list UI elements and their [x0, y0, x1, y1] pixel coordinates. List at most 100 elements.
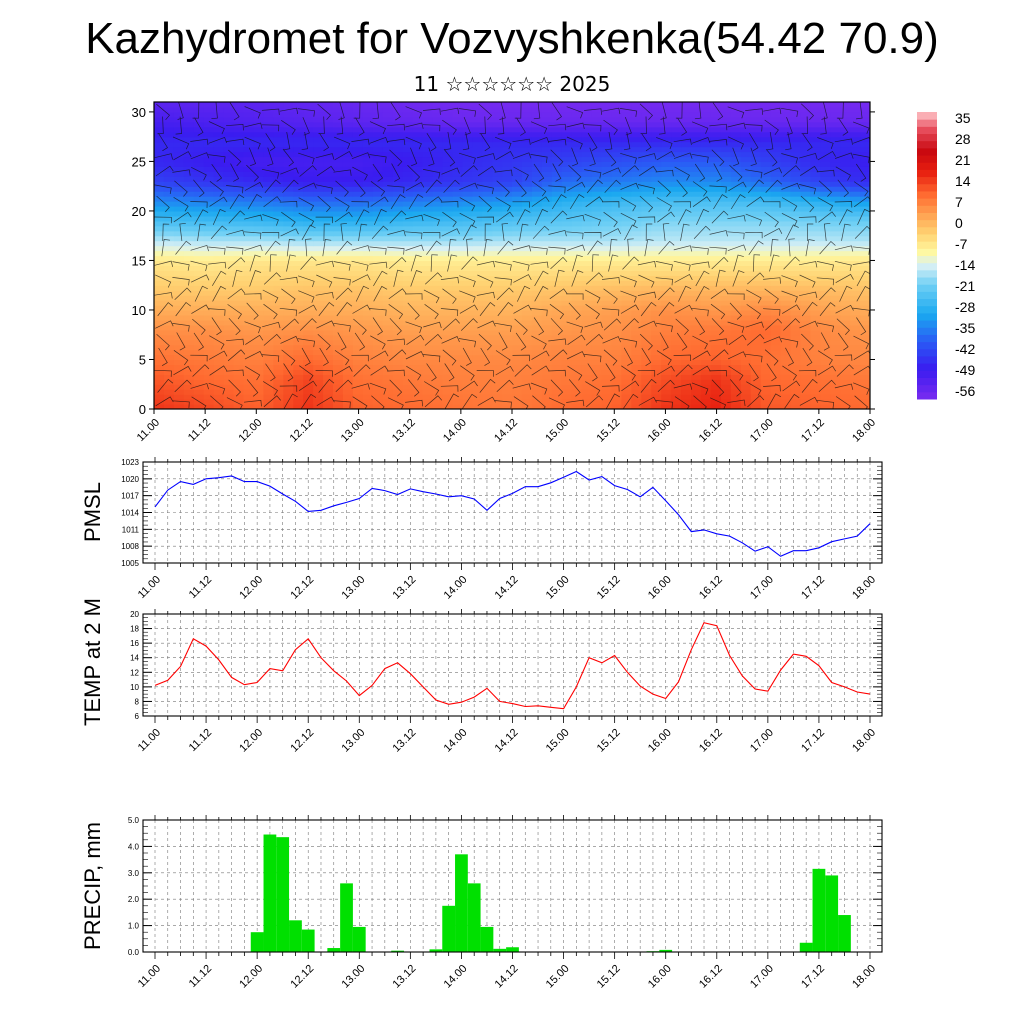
- wind-barb: [710, 288, 729, 299]
- heatmap-cell: [760, 324, 772, 331]
- heatmap-cell: [452, 394, 463, 400]
- heatmap-cell: [432, 116, 443, 123]
- heatmap-cell: [631, 290, 642, 296]
- heatmap-cell: [502, 245, 513, 252]
- heatmap-cell: [442, 404, 453, 409]
- heatmap-cell: [661, 131, 672, 138]
- heatmap-cell: [402, 359, 414, 366]
- wind-barb: [637, 291, 657, 299]
- heatmap-cell: [730, 205, 742, 212]
- heatmap-cell: [800, 106, 811, 113]
- heatmap-cell: [651, 245, 662, 252]
- heatmap-cell: [502, 285, 513, 291]
- heatmap-cell: [631, 121, 642, 128]
- heatmap-cell: [472, 176, 483, 182]
- heatmap-cell: [422, 210, 434, 217]
- heatmap-cell: [541, 324, 553, 331]
- heatmap-cell: [472, 309, 483, 316]
- heatmap-cell: [840, 255, 851, 262]
- wind-barb: [286, 254, 296, 272]
- heatmap-cell: [412, 102, 424, 108]
- heatmap-cell: [432, 210, 443, 217]
- wind-barb: [674, 274, 693, 283]
- heatmap-cell: [352, 349, 364, 356]
- heatmap-cell: [402, 176, 414, 182]
- heatmap-cell: [710, 404, 722, 409]
- heatmap-cell: [631, 319, 642, 326]
- heatmap-cell: [860, 131, 870, 138]
- heatmap-cell: [382, 339, 394, 346]
- heatmap-cell: [203, 290, 215, 296]
- heatmap-cell: [860, 121, 870, 128]
- heatmap-cell: [273, 379, 284, 385]
- wind-barb: [426, 240, 442, 255]
- heatmap-cell: [482, 111, 493, 118]
- heatmap-cell: [352, 151, 364, 158]
- heatmap-cell: [691, 324, 702, 331]
- heatmap-cell: [482, 151, 493, 158]
- heatmap-cell: [830, 121, 841, 128]
- heatmap-cell: [362, 404, 374, 409]
- heatmap-cell: [243, 314, 255, 321]
- heatmap-cell: [342, 225, 354, 232]
- heatmap-cell: [750, 166, 762, 172]
- heatmap-cell: [442, 354, 453, 361]
- heatmap-cell: [283, 290, 294, 296]
- heatmap-cell: [800, 404, 811, 409]
- heatmap-cell: [720, 156, 732, 163]
- heatmap-cell: [521, 389, 533, 395]
- heatmap-cell: [850, 146, 861, 153]
- heatmap-cell: [233, 240, 245, 247]
- heatmap-cell: [661, 324, 672, 331]
- heatmap-cell: [591, 230, 603, 237]
- heatmap-cell: [681, 389, 692, 395]
- heatmap-cell: [860, 240, 870, 247]
- heatmap-cell: [372, 245, 384, 252]
- heatmap-cell: [193, 176, 205, 182]
- heatmap-cell: [800, 215, 811, 222]
- heatmap-cell: [342, 265, 354, 271]
- heatmap-cell: [740, 329, 752, 336]
- heatmap-cell: [512, 265, 523, 271]
- heatmap-cell: [293, 270, 304, 276]
- heatmap-cell: [611, 384, 622, 390]
- heatmap-cell: [661, 384, 672, 390]
- heatmap-cell: [253, 171, 264, 177]
- wind-barb: [673, 138, 692, 145]
- heatmap-cell: [502, 121, 513, 128]
- heatmap-cell: [840, 359, 851, 366]
- heatmap-cell: [700, 210, 712, 217]
- heatmap-cell: [720, 116, 732, 123]
- heatmap-cell: [372, 141, 384, 148]
- heatmap-cell: [362, 285, 374, 291]
- heatmap-cell: [820, 191, 831, 197]
- wind-barb: [816, 277, 835, 286]
- heatmap-cell: [611, 191, 622, 197]
- heatmap-cell: [531, 314, 543, 321]
- heatmap-cell: [382, 369, 394, 375]
- heatmap-cell: [830, 205, 841, 212]
- heatmap-cell: [521, 201, 533, 207]
- heatmap-cell: [313, 389, 324, 395]
- heatmap-cell: [770, 240, 782, 247]
- heatmap-cell: [710, 285, 722, 291]
- heatmap-cell: [790, 389, 801, 395]
- heatmap-cell: [243, 379, 255, 385]
- heatmap-cell: [800, 176, 811, 182]
- heatmap-cell: [452, 329, 463, 336]
- wind-barb: [424, 272, 443, 285]
- heatmap-cell: [163, 359, 175, 366]
- heatmap-cell: [323, 136, 334, 143]
- heatmap-cell: [313, 230, 324, 237]
- heatmap-cell: [521, 344, 533, 351]
- heatmap-cell: [283, 141, 294, 148]
- heatmap-cell: [671, 176, 682, 182]
- heatmap-cell: [810, 305, 821, 311]
- heatmap-cell: [541, 215, 553, 222]
- heatmap-cell: [442, 374, 453, 380]
- heatmap-cell: [561, 344, 573, 351]
- heatmap-cell: [830, 280, 841, 286]
- heatmap-cell: [462, 136, 473, 143]
- heatmap-cell: [730, 235, 742, 242]
- heatmap-cell: [392, 186, 404, 192]
